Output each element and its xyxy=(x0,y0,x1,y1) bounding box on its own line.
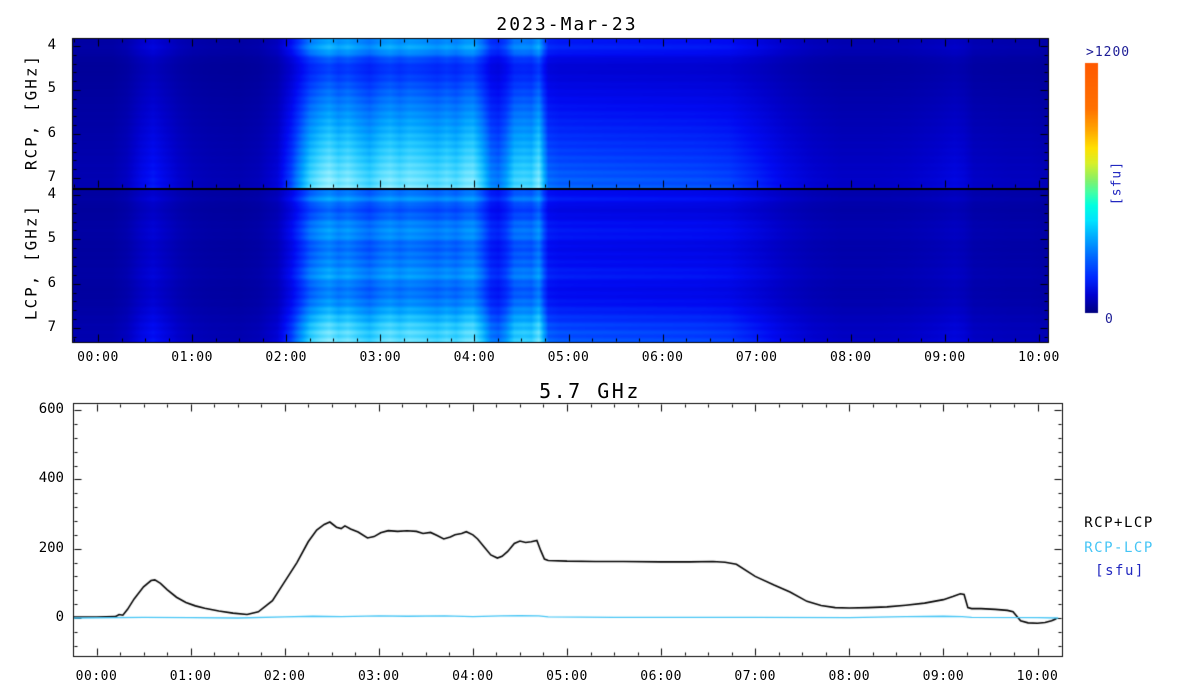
time-tick-label: 04:00 xyxy=(452,669,494,684)
rcp-freq-tick: 5 xyxy=(47,80,56,96)
time-tick-label: 04:00 xyxy=(453,350,496,365)
colorbar-min-label: 0 xyxy=(1105,312,1114,327)
time-tick-label: 06:00 xyxy=(640,669,682,684)
y-tick: 0 xyxy=(55,609,64,625)
time-tick-label: 10:00 xyxy=(1016,669,1059,684)
time-tick-label: 10:00 xyxy=(1018,350,1060,365)
time-tick-label: 09:00 xyxy=(924,350,966,365)
lcp-freq-tick: 7 xyxy=(47,319,56,335)
time-tick-label: 09:00 xyxy=(922,669,965,684)
rcp-freq-tick: 6 xyxy=(47,125,56,141)
time-tick-label: 05:00 xyxy=(547,350,590,365)
time-tick-label: 05:00 xyxy=(546,669,588,684)
time-tick-label: 02:00 xyxy=(265,350,308,365)
time-tick-label: 07:00 xyxy=(734,669,777,684)
time-tick-label: 08:00 xyxy=(829,350,872,365)
time-tick-label: 08:00 xyxy=(828,669,871,684)
time-tick-label: 07:00 xyxy=(735,350,778,365)
time-tick-label: 03:00 xyxy=(359,350,402,365)
rcp-freq-tick: 4 xyxy=(47,37,56,53)
lcp-freq-tick: 5 xyxy=(47,230,56,246)
colorbar-max-label: >1200 xyxy=(1086,45,1131,60)
lcp-freq-tick: 4 xyxy=(47,186,56,202)
y-tick: 600 xyxy=(38,401,64,417)
rcp-axis-label: RCP, [GHz] xyxy=(21,53,41,171)
spectrogram-title: 2023-Mar-23 xyxy=(496,14,638,35)
line-chart-title: 5.7 GHz xyxy=(539,379,641,403)
lcp-freq-tick: 6 xyxy=(47,275,56,291)
lcp-axis-label: LCP, [GHz] xyxy=(21,203,41,321)
time-tick-label: 02:00 xyxy=(263,669,306,684)
time-tick-label: 00:00 xyxy=(77,350,119,365)
y-tick: 400 xyxy=(38,470,64,486)
y-tick: 200 xyxy=(38,540,64,556)
time-tick-label: 00:00 xyxy=(75,669,118,684)
colorbar-unit-label: [sfu] xyxy=(1109,160,1125,206)
legend-rcp-minus-lcp: RCP-LCP xyxy=(1084,540,1154,556)
time-tick-label: 03:00 xyxy=(357,669,400,684)
rcp-freq-tick: 7 xyxy=(47,169,56,185)
time-tick-label: 06:00 xyxy=(641,350,684,365)
legend-rcp-plus-lcp: RCP+LCP xyxy=(1084,515,1154,531)
time-tick-label: 01:00 xyxy=(169,669,212,684)
time-tick-label: 01:00 xyxy=(171,350,213,365)
legend-unit: [sfu] xyxy=(1095,563,1145,579)
